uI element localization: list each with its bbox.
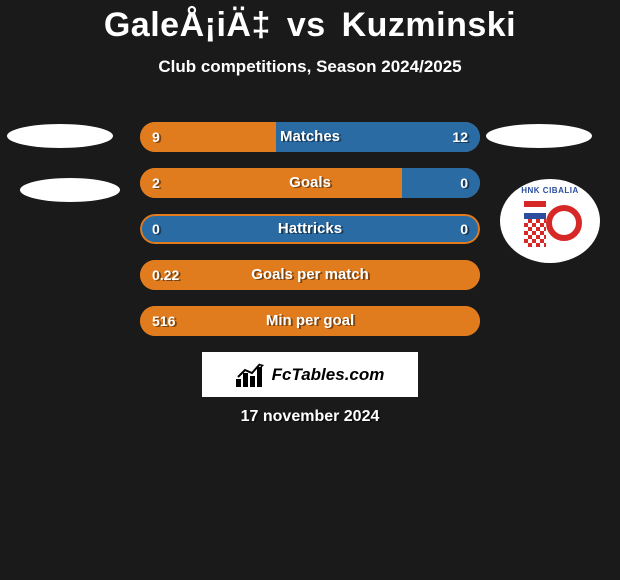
stat-value-left: 2	[152, 168, 160, 198]
page-title: GaleÅ¡iÄ‡ vs Kuzminski	[0, 0, 620, 45]
vs-label: vs	[287, 6, 326, 44]
stat-value-right: 0	[460, 168, 468, 198]
stat-value-left: 516	[152, 306, 175, 336]
club-logo: HNK CIBALIA	[500, 179, 600, 263]
brand-icon	[236, 363, 266, 387]
stats-bars: Matches912Goals20Hattricks00Goals per ma…	[140, 122, 480, 352]
stat-label: Matches	[140, 122, 480, 152]
subtitle: Club competitions, Season 2024/2025	[0, 57, 620, 77]
club-logo-text: HNK CIBALIA	[500, 186, 600, 195]
stat-row: Min per goal516	[140, 306, 480, 336]
stat-label: Goals per match	[140, 260, 480, 290]
stat-label: Goals	[140, 168, 480, 198]
brand-text: FcTables.com	[272, 365, 385, 385]
stat-row: Hattricks0 0	[140, 214, 480, 244]
stat-row: Goals per match0.22	[140, 260, 480, 290]
stat-value-right: 0	[460, 214, 468, 244]
player1-name: GaleÅ¡iÄ‡	[104, 6, 271, 44]
player-photo-placeholder	[7, 124, 113, 148]
stat-value-left: 9	[152, 122, 160, 152]
stat-label: Hattricks	[140, 214, 480, 244]
stat-value-right: 12	[452, 122, 468, 152]
brand-box[interactable]: FcTables.com	[202, 352, 418, 397]
stat-row: Matches9 12	[140, 122, 480, 152]
stat-value-left: 0	[152, 214, 160, 244]
stat-row: Goals2 0	[140, 168, 480, 198]
club-logo-ring	[546, 205, 582, 241]
player-photo-placeholder	[20, 178, 120, 202]
player2-name: Kuzminski	[342, 6, 517, 44]
club-logo-flag	[524, 201, 546, 247]
stat-value-left: 0.22	[152, 260, 179, 290]
player-photo-placeholder	[486, 124, 592, 148]
stat-label: Min per goal	[140, 306, 480, 336]
date: 17 november 2024	[0, 408, 620, 426]
